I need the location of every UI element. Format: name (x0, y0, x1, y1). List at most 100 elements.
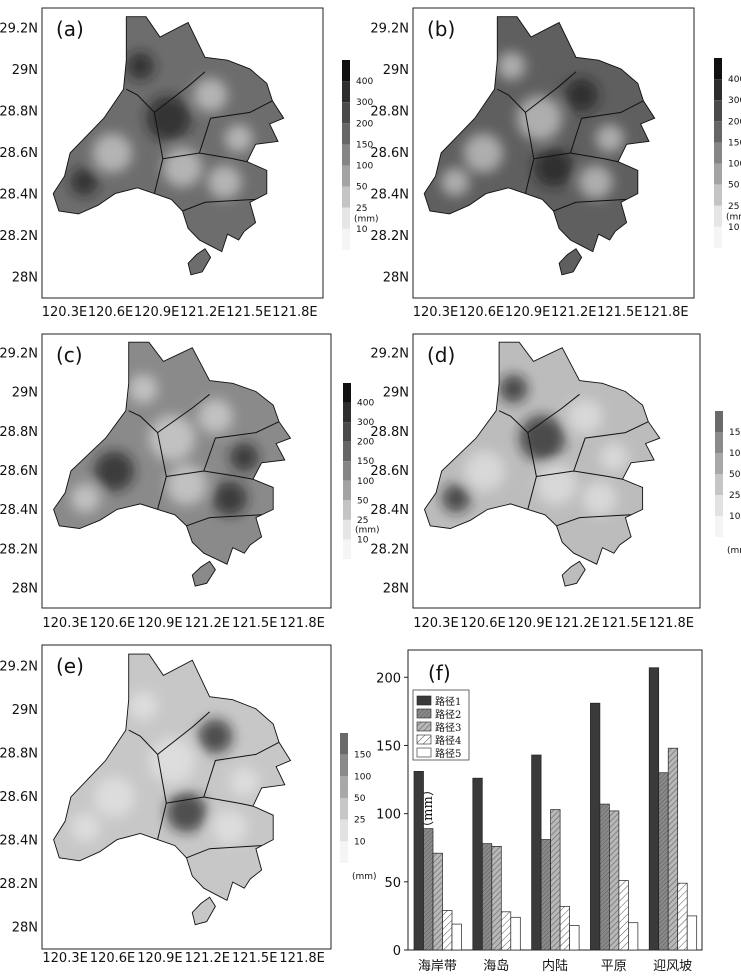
y-tick-label: 28.6N (370, 464, 409, 479)
island-outline (558, 248, 583, 276)
y-tick-label: 28.2N (0, 877, 38, 892)
colorbar-level: 400 (357, 399, 374, 409)
y-tick-label: 28.6N (0, 464, 38, 479)
x-tick-label: 120.3E (413, 616, 458, 631)
legend-swatch (416, 721, 432, 732)
y-tick-label: 28.6N (370, 146, 409, 161)
colorbar-level: 100 (356, 162, 373, 172)
x-tick-label: 121.2E (551, 305, 596, 320)
bar-路径4-平原 (618, 880, 629, 951)
bar-路径2-海岸带 (423, 828, 434, 951)
legend-swatch (416, 708, 432, 719)
bar-路径2-平原 (599, 803, 610, 951)
bar-路径3-内陆 (550, 809, 561, 951)
colorbar-level: 300 (728, 96, 741, 106)
county-border (182, 198, 256, 212)
region-outline (53, 341, 292, 565)
x-tick-label: 121.2E (185, 951, 230, 966)
legend-swatch (416, 734, 432, 745)
y-tick-label: 28.2N (370, 542, 409, 557)
y-tick-label: 29.2N (370, 347, 409, 362)
y-tick-label: 28.8N (0, 105, 38, 120)
bar-路径1-海岸带 (413, 771, 424, 951)
colorbar-level: 400 (728, 75, 741, 85)
legend-entry: 路径2 (435, 708, 461, 721)
county-border (533, 152, 619, 163)
y-tick-label: 29.2N (0, 347, 38, 362)
y-tick-label: 28.6N (0, 146, 38, 161)
colorbar: 150 100 50 25 10 (mm) (715, 411, 741, 556)
x-tick-label: 121.8E (649, 616, 694, 631)
colorbar-level: 50 (728, 181, 740, 191)
bar-路径5-海岸带 (451, 923, 462, 951)
bar-路径2-内陆 (540, 839, 551, 951)
y-tick-label: 29N (12, 63, 38, 78)
y-tick-label: 28.8N (0, 425, 38, 440)
county-border (203, 741, 280, 798)
category-label: 迎风坡 (653, 959, 692, 974)
colorbar-level: 150 (357, 457, 374, 467)
legend-swatch (416, 747, 432, 758)
colorbar-level: 10 (728, 223, 740, 233)
region-outline (52, 16, 285, 253)
colorbar-level: 400 (356, 77, 373, 87)
island-outline (187, 248, 212, 276)
colorbar-unit: (mm) (354, 214, 379, 224)
x-tick-label: 120.9E (505, 305, 550, 320)
y-tick-label: 28N (12, 270, 38, 285)
colorbar-level: 150 (729, 428, 741, 438)
bar-路径1-平原 (590, 702, 601, 951)
category-label: 海岛 (483, 958, 509, 974)
bar-路径3-海岸带 (432, 852, 443, 951)
x-tick-label: 121.8E (643, 305, 688, 320)
bar-路径5-内陆 (569, 925, 580, 951)
y-tick-label: 28N (12, 581, 38, 596)
x-tick-label: 121.8E (279, 616, 324, 631)
y-tick-label: 28.6N (0, 790, 38, 805)
colorbar-unit: (mm) (355, 526, 380, 536)
colorbar-level: 200 (356, 119, 373, 129)
y-tick-label: 0 (393, 944, 401, 959)
x-tick-label: 121.5E (232, 616, 277, 631)
y-tick-label: 29.2N (0, 660, 38, 675)
x-tick-label: 121.2E (180, 305, 225, 320)
bar-路径5-海岛 (510, 916, 521, 951)
island-outline (191, 560, 216, 587)
colorbar-level: 50 (357, 496, 369, 506)
colorbar-unit: (mm) (726, 212, 741, 222)
legend-entry: 路径3 (435, 721, 461, 734)
bar-路径3-迎风坡 (667, 747, 679, 951)
bar-路径1-内陆 (531, 754, 542, 951)
colorbar: 400 300 200 150 100 50 25 10(mm) (343, 383, 380, 559)
y-tick-label: 29.2N (0, 22, 38, 37)
map-panel-a: (a) 29.2N 29N 28.8N 28.6N 28.4N 28.2N 28N 120.3E… (0, 7, 379, 320)
legend-swatch (416, 695, 432, 706)
county-border (553, 198, 627, 212)
y-tick-label: 29N (12, 703, 38, 718)
county-border (154, 71, 206, 113)
x-tick-label: 121.5E (602, 616, 647, 631)
legend-entry: 路径5 (435, 747, 461, 760)
y-tick-label: 28.8N (0, 747, 38, 762)
colorbar-level: 25 (356, 204, 367, 214)
y-tick-label: 28.4N (370, 187, 409, 202)
colorbar-level: 200 (357, 438, 374, 448)
chart-label: (f) (428, 661, 451, 685)
y-tick-label: 28.2N (0, 229, 38, 244)
y-tick-label: 28.4N (0, 503, 38, 518)
bar-路径2-迎风坡 (658, 772, 669, 951)
colorbar-level: 150 (356, 140, 373, 150)
y-tick-label: 100 (376, 808, 401, 823)
colorbar-level: 200 (728, 117, 741, 127)
map-panel-e: (e) 29.2N 29N 28.8N 28.6N 28.4N 28.2N 28N 120.3E… (0, 644, 377, 966)
y-tick-label: 29N (383, 63, 409, 78)
x-tick-label: 121.2E (185, 616, 230, 631)
colorbar: 150 100 50 25 10 (mm) (340, 733, 377, 882)
y-tick-label: 29N (383, 386, 409, 401)
x-tick-label: 120.6E (460, 616, 505, 631)
panel-label: (c) (56, 343, 83, 367)
category-label: 内陆 (542, 958, 568, 974)
colorbar-level: 10 (354, 837, 366, 847)
